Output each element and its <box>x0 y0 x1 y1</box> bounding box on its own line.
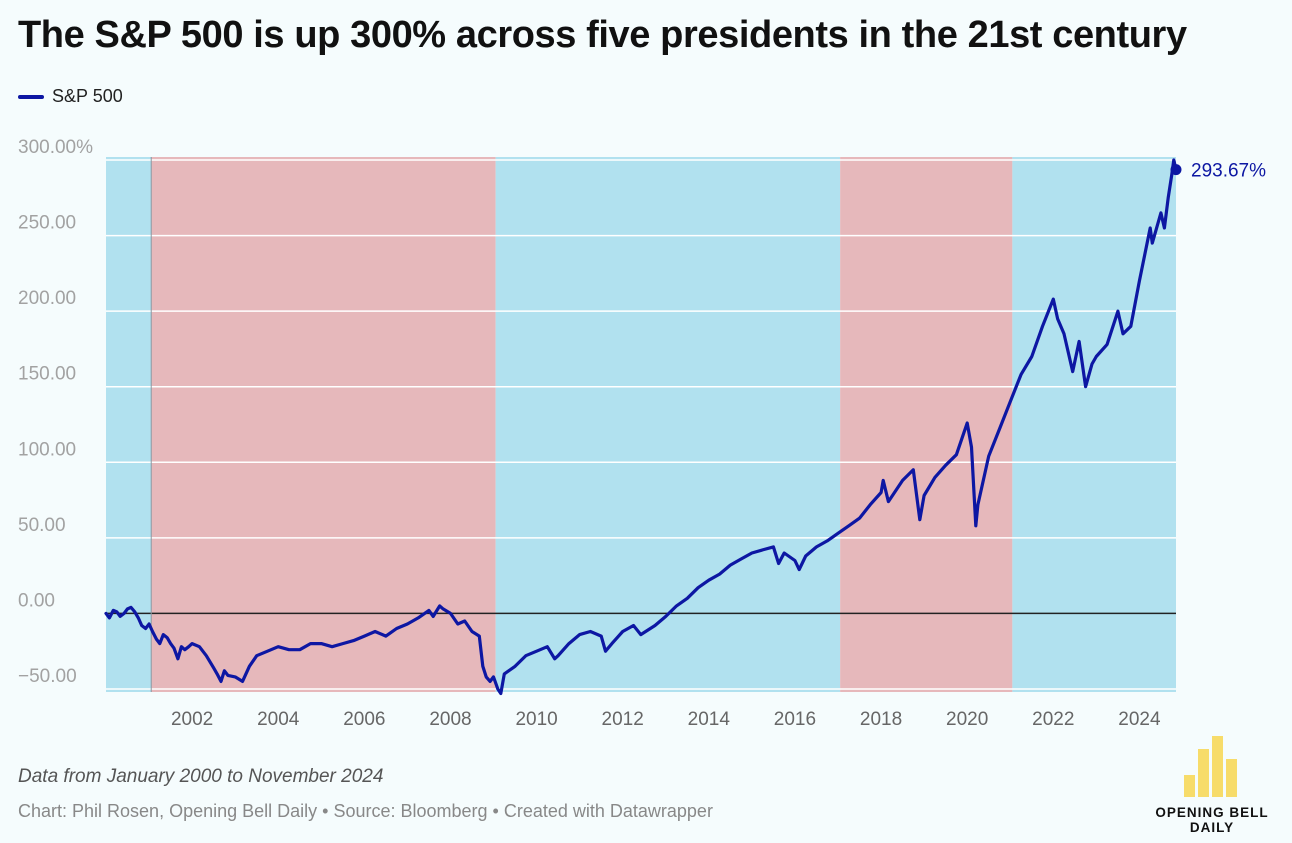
logo-line-1: OPENING BELL <box>1155 805 1269 820</box>
logo-bar <box>1184 775 1195 797</box>
logo-line-2: DAILY <box>1189 820 1235 835</box>
legend: S&P 500 <box>18 86 123 107</box>
y-tick-label: 200.00 <box>18 288 76 309</box>
republican-band <box>840 157 1013 692</box>
democrat-band <box>1012 157 1176 692</box>
republican-band <box>151 157 496 692</box>
logo-bar <box>1198 749 1209 797</box>
x-tick-label: 2022 <box>1032 709 1074 730</box>
end-value-label: 293.67% <box>1191 161 1266 182</box>
y-tick-label: 150.00 <box>18 364 76 385</box>
x-tick-label: 2014 <box>688 709 731 730</box>
x-tick-label: 2018 <box>860 709 902 730</box>
y-tick-label: 0.00 <box>18 590 55 611</box>
sp500-series-line <box>104 158 1178 696</box>
x-tick-label: 2006 <box>343 709 385 730</box>
chart-title: The S&P 500 is up 300% across five presi… <box>18 14 1187 56</box>
x-tick-label: 2016 <box>774 709 816 730</box>
y-tick-label: 50.00 <box>18 515 66 536</box>
end-point-marker <box>1170 164 1182 176</box>
legend-label: S&P 500 <box>52 86 123 106</box>
logo-wordmark: OPENING BELL DAILY <box>1142 805 1282 835</box>
bar-chart-logo-icon <box>1184 736 1237 797</box>
y-tick-label: 100.00 <box>18 439 76 460</box>
democrat-band <box>106 157 152 692</box>
y-tick-label: −50.00 <box>18 666 77 687</box>
y-tick-label: 300.00% <box>18 137 93 158</box>
democrat-band <box>495 157 841 692</box>
x-tick-label: 2010 <box>515 709 557 730</box>
data-note: Data from January 2000 to November 2024 <box>18 766 384 787</box>
logo-bar <box>1212 736 1223 797</box>
line-chart: −50.00 0.00 50.00 100.00 150.00 200.00 250.00 3… <box>18 137 1266 730</box>
logo-bar <box>1226 759 1237 797</box>
x-tick-label: 2008 <box>429 709 471 730</box>
legend-swatch <box>18 94 44 99</box>
y-tick-label: 250.00 <box>18 213 76 234</box>
opening-bell-daily-logo: OPENING BELL DAILY <box>1142 733 1282 838</box>
x-tick-label: 2012 <box>602 709 644 730</box>
x-tick-label: 2002 <box>171 709 213 730</box>
x-tick-label: 2004 <box>257 709 300 730</box>
x-tick-label: 2020 <box>946 709 988 730</box>
x-tick-label: 2024 <box>1118 709 1161 730</box>
chart-credits: Chart: Phil Rosen, Opening Bell Daily • … <box>18 801 713 821</box>
